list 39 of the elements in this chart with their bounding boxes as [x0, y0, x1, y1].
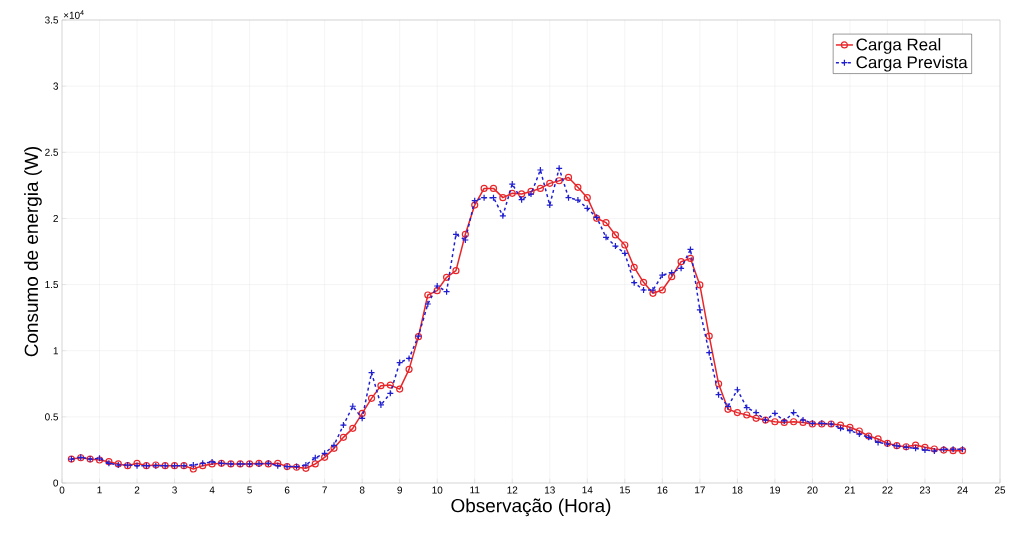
x-tick-label: 14: [582, 486, 593, 494]
y-tick-label: 3.5: [45, 16, 59, 24]
x-tick-label: 9: [397, 486, 402, 494]
x-tick-label: 23: [919, 486, 931, 494]
y-tick-label: 1: [53, 347, 58, 355]
x-tick-label: 25: [994, 486, 1006, 494]
x-tick-label: 22: [882, 486, 893, 494]
x-tick-label: 24: [957, 486, 968, 494]
x-tick-label: 5: [247, 486, 252, 494]
y-tick-label: 0.5: [45, 413, 59, 421]
y-axis-title: Consumo de energia (W): [24, 146, 42, 357]
y-tick-label: 3: [53, 82, 59, 90]
x-tick-label: 2: [134, 486, 140, 494]
x-tick-label: 3: [172, 486, 177, 494]
x-tick-label: 6: [284, 486, 290, 494]
x-tick-label: 1: [97, 486, 102, 494]
x-tick-label: 10: [432, 486, 443, 494]
y-tick-label: 1.5: [45, 281, 59, 289]
x-tick-label: 12: [507, 486, 518, 494]
x-tick-label: 0: [59, 486, 65, 494]
x-tick-label: 19: [770, 486, 780, 494]
x-tick-label: 18: [732, 486, 743, 494]
x-tick-label: 17: [695, 486, 705, 494]
x-axis-title: Observação (Hora): [451, 498, 611, 517]
x-tick-label: 20: [807, 486, 818, 494]
y-tick-label: 2.5: [45, 148, 59, 156]
x-tick-label: 21: [844, 486, 855, 494]
text: ×10$^{4}$: [63, 10, 84, 19]
x-tick-label: 8: [359, 486, 365, 494]
y-tick-label: 0: [53, 479, 59, 487]
y-tick-label: 2: [53, 214, 58, 222]
x-tick-label: 7: [322, 486, 327, 494]
legend-label: Carga Prevista: [856, 55, 968, 72]
x-tick-label: 4: [209, 486, 215, 494]
legend-label: Carga Real: [856, 38, 941, 54]
x-tick-label: 13: [544, 486, 555, 494]
x-tick-label: 11: [470, 486, 480, 494]
x-tick-label: 15: [620, 486, 630, 494]
x-tick-label: 16: [657, 486, 668, 494]
